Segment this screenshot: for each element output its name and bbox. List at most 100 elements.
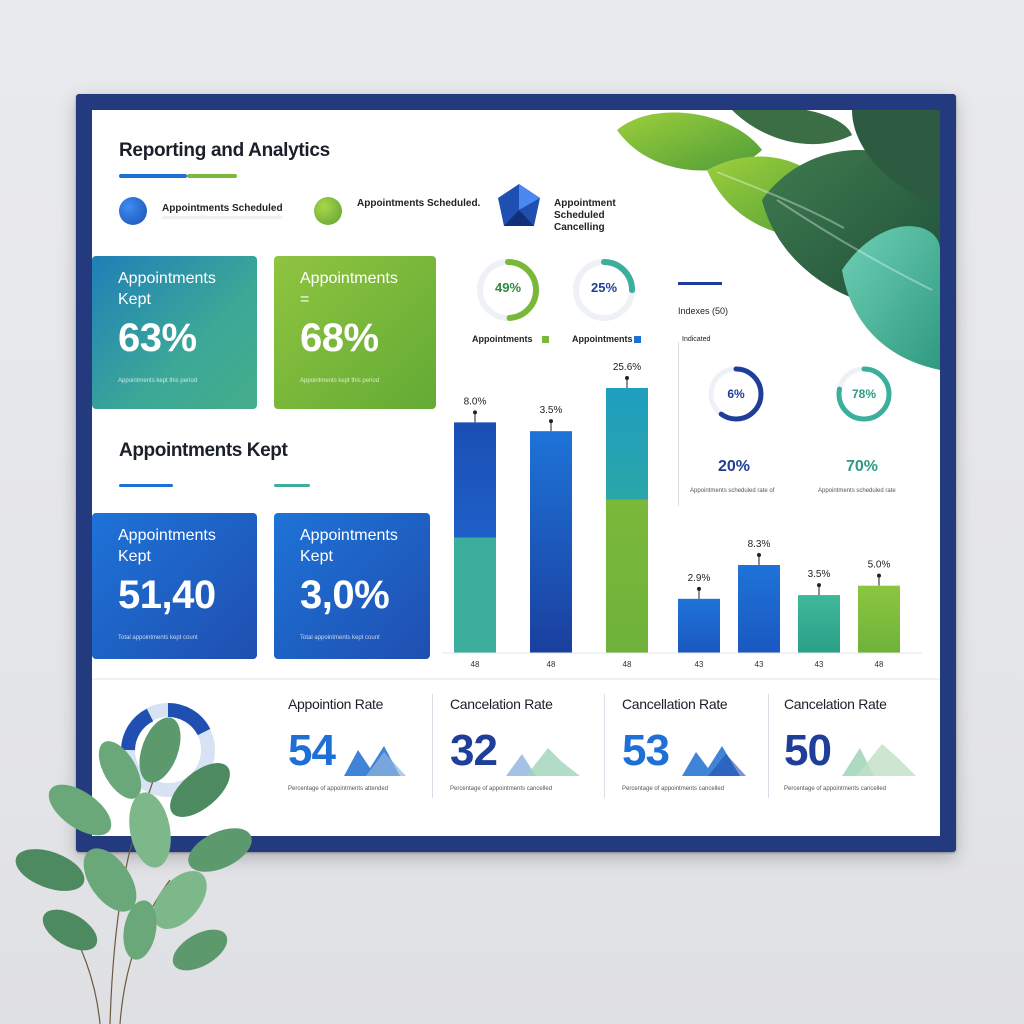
bar-marker-dot <box>877 573 881 578</box>
side-donut-1-note: Appointments scheduled rate of <box>690 488 775 494</box>
donut-2-label: Appointments <box>572 334 633 344</box>
stat-sub-2: Percentage of appointments cancelled <box>450 786 553 792</box>
donut-2-ring <box>573 259 635 321</box>
side-donut-1-value: 6% <box>727 387 745 401</box>
title-underline-green <box>187 174 237 178</box>
kpi-card-sub: Total appointments kept count <box>118 635 198 641</box>
kpi-card-value: 51,40 <box>118 573 216 617</box>
donut-1: 49% <box>472 254 544 326</box>
stat-title-3: Cancellation Rate <box>622 696 728 712</box>
stat-value-4: 50 <box>784 726 832 775</box>
bar-category-label: 43 <box>755 660 764 669</box>
side-panel-subheading: Indicated <box>682 336 711 343</box>
side-donut-2-caption: 70% <box>846 458 879 475</box>
side-donut-2-ring <box>836 366 892 422</box>
side-donut-1: 6% <box>704 362 768 426</box>
stat-divider-3 <box>768 694 769 798</box>
bar <box>606 388 648 653</box>
bar-category-label: 48 <box>547 660 556 669</box>
bar-category-label: 48 <box>471 660 480 669</box>
stat-sub-1: Percentage of appointments attended <box>288 786 389 792</box>
stat-divider-2 <box>604 694 605 798</box>
dashboard-canvas: Reporting and Analytics Appointments Sch… <box>92 110 940 836</box>
kpi-card-value: 3,0% <box>300 573 390 617</box>
stat-value-3: 53 <box>622 726 670 775</box>
donut-1-label: Appointments <box>472 334 533 344</box>
side-donut-1-ring <box>708 366 764 422</box>
side-donut-2-note: Appointments scheduled rate <box>818 488 896 494</box>
side-panel-divider <box>678 342 679 506</box>
bar <box>530 431 572 653</box>
kpi-card-kept-4: Appointments Kept 3,0% Total appointment… <box>274 513 430 659</box>
stat-sub-4: Percentage of appointments cancelled <box>784 786 887 792</box>
stat-title-4: Cancelation Rate <box>784 696 887 712</box>
pie-icon <box>498 184 540 226</box>
side-donut-1-caption: 20% <box>718 458 751 475</box>
bar-marker-dot <box>473 410 477 415</box>
stat-sub-3: Percentage of appointments cancelled <box>622 786 725 792</box>
section-underline-teal <box>274 484 310 487</box>
kpi-card-value: 68% <box>300 316 379 360</box>
bar-data-label: 3.5% <box>540 405 563 416</box>
donut-1-swatch <box>542 336 549 343</box>
kpi-card-label: Appointments Kept <box>118 270 216 308</box>
kpi-card-label: Appointments Kept <box>118 527 216 565</box>
bar-data-label: 25.6% <box>613 362 641 373</box>
bar-chart-left: 8.0% 48 3.5% 48 25.6% 48 <box>442 362 672 669</box>
donut-2-value: 25% <box>590 280 618 295</box>
stat-wave-4 <box>842 744 916 776</box>
stats-divider <box>92 678 940 680</box>
bar-category-label: 43 <box>815 660 824 669</box>
section-heading: Appointments Kept <box>119 440 288 461</box>
section-underline-blue <box>119 484 173 487</box>
bar-category-label: 48 <box>623 660 632 669</box>
side-panel-accent <box>678 282 722 285</box>
stat-wave-2 <box>506 748 580 776</box>
bar-marker-dot <box>549 419 553 424</box>
bar <box>738 565 780 653</box>
stat-title-1: Appointion Rate <box>288 696 384 712</box>
legend-green-dot <box>314 197 342 225</box>
bar <box>858 585 900 653</box>
kpi-card-value: 63% <box>118 316 197 360</box>
bar <box>678 598 720 653</box>
leaves-decoration <box>617 110 940 370</box>
bar <box>798 595 840 653</box>
bar-data-label: 3.5% <box>808 569 831 580</box>
bar-category-label: 48 <box>875 660 884 669</box>
bar-chart-right: 2.9% 43 8.3% 43 3.5% 43 5.0% 48 <box>672 539 922 669</box>
donut-1-value: 49% <box>494 280 522 295</box>
bar-category-label: 43 <box>695 660 704 669</box>
kpi-card-kept-1: Appointments Kept 63% Appointments kept … <box>92 256 257 409</box>
stat-title-2: Cancelation Rate <box>450 696 553 712</box>
stat-wave-1 <box>344 746 406 776</box>
title-underline-blue <box>119 174 187 178</box>
kpi-card-sub: Appointments kept this period <box>118 378 198 384</box>
stat-value-2: 32 <box>450 726 498 775</box>
page-title: Reporting and Analytics <box>119 140 330 161</box>
stat-wave-3 <box>682 746 746 776</box>
legend-blue-dot <box>119 197 147 225</box>
bar-marker-dot <box>757 553 761 557</box>
kpi-card-kept-2: Appointments = 68% Appointments kept thi… <box>274 256 436 409</box>
kpi-card-sub: Total appointments kept count <box>300 635 380 641</box>
bar-data-label: 8.0% <box>464 396 487 407</box>
legend-label-1: Appointments Scheduled <box>162 203 283 214</box>
bar-marker-dot <box>697 586 701 591</box>
legend-label-2: Appointments Scheduled. <box>357 198 481 209</box>
side-donut-2-value: 78% <box>851 387 877 401</box>
bar-marker-dot <box>817 583 821 588</box>
bar-data-label: 2.9% <box>688 573 711 584</box>
donut-1-ring <box>477 259 539 321</box>
stat-value-1: 54 <box>288 726 336 775</box>
decorative-pie-icon <box>121 702 215 797</box>
plant-decoration <box>15 717 252 1024</box>
legend-label-3: Appointment Scheduled Cancelling <box>554 198 616 233</box>
kpi-card-label: Appointments Kept <box>300 527 398 565</box>
side-panel-heading: Indexes (50) <box>678 306 729 316</box>
legend-line-1 <box>162 216 282 219</box>
bar-data-label: 5.0% <box>868 560 891 571</box>
bar <box>454 422 496 653</box>
donut-2: 25% <box>568 254 640 326</box>
kpi-card-sub: Appointments kept this period <box>300 378 380 384</box>
